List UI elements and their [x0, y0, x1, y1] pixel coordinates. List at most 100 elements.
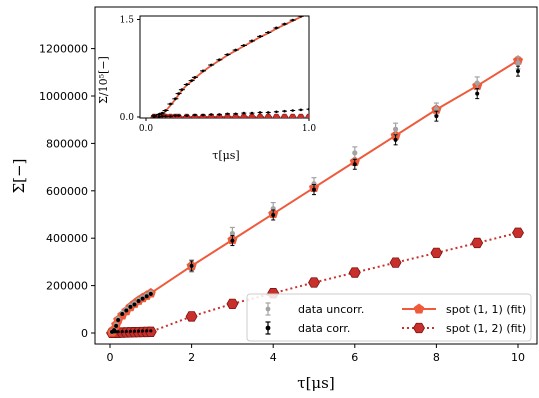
inset-spot2-point [291, 109, 295, 112]
fit2-hexagon-marker [185, 311, 198, 322]
inset-corr-point [201, 69, 205, 73]
inset-spot2-point [283, 109, 286, 113]
inset-fit2-hexagon [297, 113, 305, 118]
fit2-hexagon-marker [308, 277, 320, 288]
uncorr-point [352, 150, 358, 156]
main-x-tick-label: 4 [270, 351, 277, 364]
inset-corr-point [258, 35, 262, 38]
main-y-tick-label: 1200000 [39, 43, 88, 56]
inset-spot2-point [234, 112, 237, 116]
corr-point-spot2 [136, 329, 141, 333]
inset-fit2-hexagon [248, 113, 256, 118]
legend-label: data uncorr. [298, 303, 364, 316]
inset-corr-point [180, 88, 184, 92]
corr-point [140, 296, 145, 301]
main-y-tick-label: 0 [81, 327, 88, 340]
inset-corr-point [299, 16, 303, 18]
corr-point [116, 317, 121, 322]
main-x-tick-label: 0 [107, 351, 114, 364]
legend-label: data corr. [298, 322, 350, 335]
inset-x-axis-label: τ[μs] [212, 149, 239, 162]
inset-fit2-hexagon [240, 113, 248, 118]
main-y-tick-label: 800000 [46, 137, 88, 150]
legend-pentagon-symbol [413, 303, 425, 314]
inset-corr-point [266, 31, 270, 34]
inset-corr-point [275, 26, 278, 30]
inset-corr-point [160, 111, 164, 115]
fit2-hexagon-marker [389, 257, 402, 268]
inset-corr-point [217, 58, 221, 62]
legend-hexagon-symbol [413, 322, 425, 334]
corr-point [136, 299, 141, 304]
inset-corr-point [169, 102, 172, 106]
inset-spot2-point [193, 113, 197, 117]
corr-point [475, 91, 480, 96]
inset-spot2-point [174, 114, 177, 117]
inset-spot2-point [242, 111, 246, 115]
uncorr-point [515, 60, 521, 66]
uncorr-point [433, 106, 439, 112]
inset-fit2-hexagon [272, 113, 281, 118]
main-x-tick-label: 2 [188, 351, 195, 364]
inset-spot2-point [226, 112, 229, 116]
inset-corr-point [152, 114, 156, 118]
inset-corr-point [164, 109, 167, 112]
corr-point-spot2 [149, 329, 153, 333]
fit2-hexagon-marker [512, 227, 524, 238]
main-x-tick-label: 6 [351, 351, 358, 364]
corr-point [230, 238, 235, 243]
main-y-tick-label: 600000 [46, 185, 88, 198]
inset-x-tick-label: 0.0 [139, 124, 154, 134]
corr-point-spot2 [124, 329, 128, 334]
uncorr-point [393, 126, 399, 132]
corr-point [128, 304, 133, 309]
corr-point-spot2 [128, 329, 132, 333]
main-x-tick-label: 10 [511, 351, 525, 364]
inset-corr-point [234, 48, 238, 52]
inset-spot2-point [161, 115, 164, 118]
inset-corr-point [291, 18, 295, 22]
corr-point-spot2 [132, 329, 137, 333]
legend-label: spot (1, 2) (fit) [446, 322, 526, 335]
inset-fit2-hexagon [289, 113, 297, 118]
main-y-tick-label: 200000 [46, 280, 88, 293]
inset-ticks: 0.0 1.0 0.0 1.5 [120, 16, 317, 135]
inset-spot2-point [258, 111, 262, 114]
legend-box [246, 293, 532, 342]
inset-x-tick-label: 1.0 [302, 124, 317, 134]
inset-corr-point [193, 75, 197, 79]
corr-point [271, 212, 276, 217]
inset-y-tick-label: 0.0 [120, 113, 135, 123]
inset-spot2-point [157, 115, 161, 118]
corr-point-spot2 [116, 330, 120, 334]
main-y-axis-label: Σ[−] [10, 159, 28, 194]
uncorr-point [474, 80, 480, 86]
inset-fit2-hexagon [305, 113, 309, 118]
inset-y-tick-label: 1.5 [120, 16, 135, 26]
inset-spot2-point [164, 115, 167, 118]
corr-point [312, 187, 316, 192]
inset-spot2-point [250, 111, 254, 115]
corr-point-spot2 [141, 329, 145, 333]
main-y-tick-label: 400000 [46, 232, 88, 245]
inset-corr-point [173, 97, 177, 101]
inset-spot2-point [275, 110, 278, 114]
corr-point [393, 137, 398, 142]
corr-point [114, 323, 119, 328]
inset-corr-point [226, 53, 229, 56]
legend-items: data uncorr. data corr. spot (1, 1) (fit) s… [265, 302, 526, 335]
inset-spot2-point [266, 111, 270, 114]
corr-point [148, 291, 153, 296]
inset-spot2-point [185, 114, 189, 117]
inset-corr-point [242, 44, 246, 47]
fit2-hexagon-marker [348, 267, 361, 278]
corr-point [120, 312, 125, 317]
corr-point-spot2 [120, 329, 124, 334]
fit2-hexagon-marker [471, 237, 484, 249]
legend-point-symbol [265, 325, 271, 331]
uncorr-point [229, 230, 235, 237]
corr-point [352, 162, 357, 167]
inset-spot2-point [169, 115, 172, 118]
legend-point-symbol [265, 306, 271, 312]
